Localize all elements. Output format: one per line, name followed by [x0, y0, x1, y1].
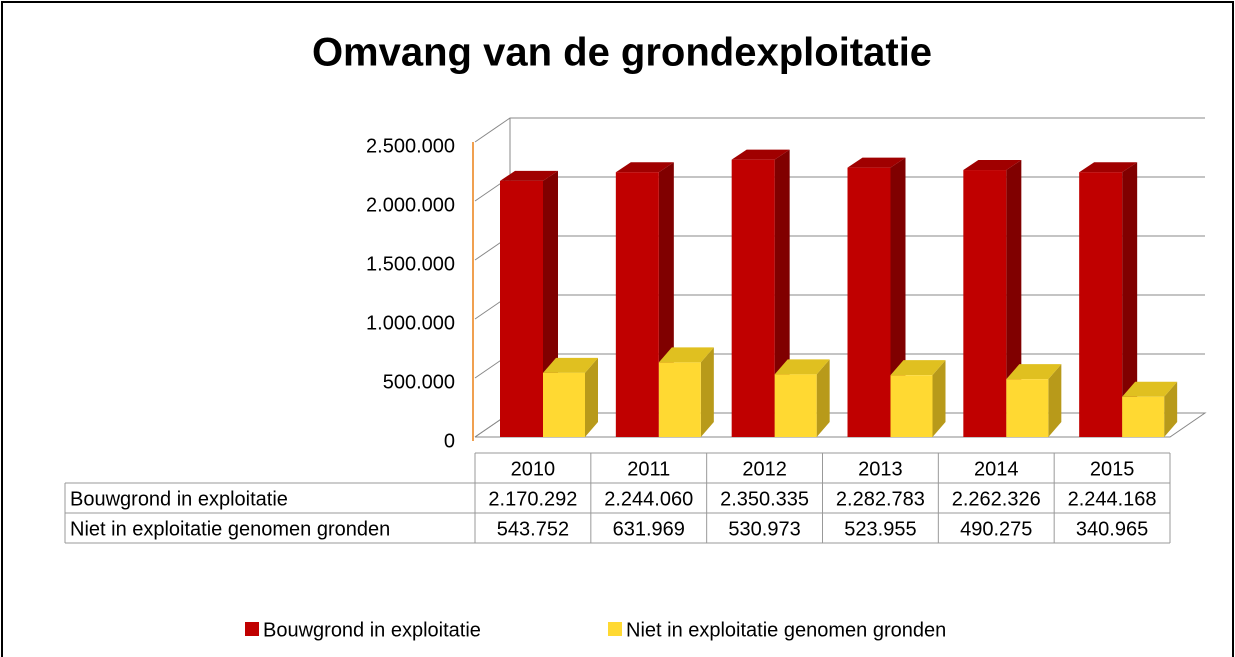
table-row-header: Bouwgrond in exploitatie — [70, 488, 288, 510]
x-tick-label: 2010 — [511, 458, 556, 480]
bar-side — [700, 347, 714, 437]
x-tick-label: 2014 — [974, 458, 1019, 480]
bar — [1006, 379, 1049, 437]
table-value: 523.955 — [844, 518, 916, 540]
bar-side — [1122, 162, 1138, 437]
bar — [658, 362, 701, 437]
bar-top — [890, 360, 946, 376]
bar — [1122, 396, 1165, 437]
y-tick-label: 1.500.000 — [366, 253, 455, 275]
bar-top — [658, 347, 714, 363]
bar — [615, 172, 659, 437]
table-value: 2.262.326 — [952, 488, 1041, 510]
table-value: 543.752 — [497, 518, 569, 540]
x-tick-label: 2011 — [627, 458, 670, 480]
chart-title: Omvang van de grondexploitatie — [312, 31, 932, 75]
legend-swatch — [245, 622, 259, 636]
bar-top — [847, 157, 906, 168]
table-value: 530.973 — [728, 518, 800, 540]
bar — [543, 372, 585, 437]
bar-side — [1164, 381, 1178, 437]
y-tick-label: 500.000 — [383, 371, 455, 393]
bar-top — [1006, 364, 1062, 380]
y-tick-label: 1.000.000 — [366, 312, 455, 334]
table-value: 2.350.335 — [720, 488, 809, 510]
grid-line — [474, 117, 1205, 143]
bar-top — [615, 162, 674, 173]
bar — [847, 167, 891, 438]
bar-side — [1048, 364, 1062, 437]
table-value: 340.965 — [1076, 518, 1148, 540]
bar-top — [1079, 162, 1138, 173]
table-value: 631.969 — [613, 518, 685, 540]
legend-swatch — [608, 622, 622, 636]
bar — [1079, 172, 1123, 437]
legend-label: Bouwgrond in exploitatie — [263, 619, 481, 641]
bar — [731, 159, 775, 438]
bar — [890, 375, 933, 437]
table-value: 2.244.168 — [1068, 488, 1157, 510]
table-value: 2.282.783 — [836, 488, 925, 510]
y-tick-label: 2.500.000 — [366, 135, 455, 157]
bar — [774, 374, 817, 437]
legend-label: Niet in exploitatie genomen gronden — [626, 619, 946, 641]
bar-side — [932, 360, 946, 437]
bar-side — [585, 357, 598, 437]
x-tick-label: 2013 — [858, 458, 903, 480]
bar-top — [731, 149, 790, 160]
bar-top — [543, 357, 598, 373]
table-row-header: Niet in exploitatie genomen gronden — [70, 518, 390, 540]
y-tick-label: 2.000.000 — [366, 194, 455, 216]
x-tick-label: 2015 — [1090, 458, 1135, 480]
bar — [963, 170, 1007, 437]
bar-top — [963, 160, 1022, 171]
bar-top — [774, 359, 830, 375]
table-value: 2.244.060 — [604, 488, 693, 510]
y-tick-label: 0 — [444, 430, 455, 452]
bar — [500, 180, 543, 437]
bar-top — [500, 170, 558, 181]
table-value: 2.170.292 — [488, 488, 577, 510]
bar-top — [1122, 381, 1178, 397]
bar-side — [816, 359, 830, 437]
x-tick-label: 2012 — [742, 458, 787, 480]
table-value: 490.275 — [960, 518, 1032, 540]
